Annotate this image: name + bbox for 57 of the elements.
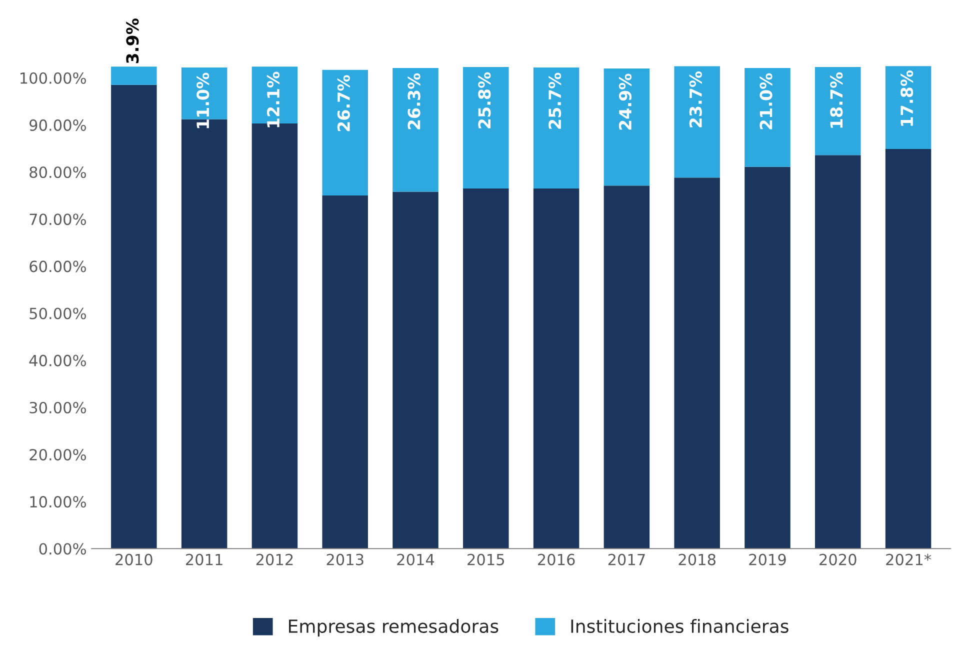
legend-label: Empresas remesadoras	[288, 619, 498, 637]
x-tick-label: 2017	[608, 554, 645, 566]
bar	[674, 178, 720, 549]
data-label: 11.0%	[196, 72, 210, 128]
bar	[744, 68, 790, 167]
x-tick-label: 2015	[468, 554, 504, 566]
x-tick-label: 2012	[256, 554, 293, 566]
bar	[392, 192, 438, 549]
bar	[463, 188, 509, 549]
bar	[392, 68, 438, 192]
bar	[533, 68, 580, 188]
y-tick-label: 10.00%	[30, 496, 86, 508]
x-tick-label: 2018	[678, 554, 716, 566]
data-label: 24.9%	[618, 74, 632, 130]
data-label: 21.0%	[760, 73, 772, 130]
data-label: 25.7%	[548, 72, 562, 129]
y-tick-label: 40.00%	[29, 354, 86, 366]
x-tick-label: 2011	[186, 554, 222, 566]
y-tick-label: 80.00%	[30, 166, 86, 178]
y-tick-label: 0.00%	[39, 543, 86, 555]
bar	[604, 68, 650, 186]
bar	[674, 66, 720, 178]
bar	[815, 155, 861, 549]
bar	[322, 196, 368, 549]
y-tick-label: 20.00%	[30, 448, 86, 460]
x-tick-label: 2016	[538, 554, 575, 566]
bar	[744, 166, 790, 549]
y-tick-label: 70.00%	[30, 214, 86, 226]
data-label: 23.7%	[689, 71, 702, 128]
x-tick-label: 2020	[820, 554, 856, 566]
x-tick-label: 2021*	[886, 554, 932, 566]
y-tick-label: 50.00%	[30, 308, 86, 320]
bar	[815, 67, 861, 156]
bar	[885, 66, 932, 149]
y-tick-label: 30.00%	[30, 402, 86, 414]
y-tick-label: 60.00%	[30, 260, 86, 272]
x-tick-label: 2010	[116, 554, 152, 566]
data-label: 18.7%	[830, 72, 843, 128]
x-tick-label: 2013	[326, 554, 364, 566]
bar	[463, 67, 509, 188]
bar	[604, 186, 650, 549]
y-tick-label: 90.00%	[30, 119, 86, 131]
data-label: 17.8%	[900, 70, 914, 126]
bar	[322, 70, 368, 196]
x-tick-label: 2014	[397, 554, 434, 566]
y-tick-label: 100.00%	[20, 72, 86, 84]
legend-label: Instituciones financieras	[571, 619, 788, 634]
data-label: 26.3%	[408, 73, 420, 130]
data-label: 3.9%	[126, 18, 139, 64]
data-label: 12.1%	[266, 72, 280, 128]
x-tick-label: 2019	[749, 554, 786, 566]
bar	[111, 66, 157, 85]
bar	[111, 84, 157, 549]
bar	[533, 188, 580, 549]
data-label: 26.7%	[337, 75, 350, 132]
bar	[885, 148, 932, 549]
data-label: 25.8%	[478, 72, 491, 128]
